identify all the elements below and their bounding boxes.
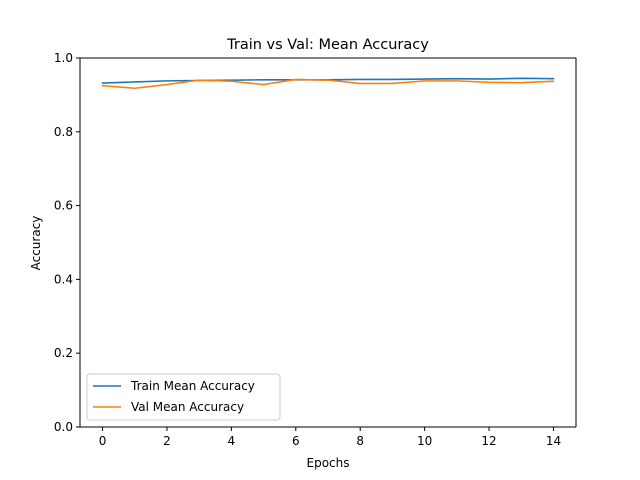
y-tick-label: 1.0 bbox=[54, 51, 73, 65]
x-tick-label: 0 bbox=[99, 434, 107, 448]
y-tick-label: 0.0 bbox=[54, 420, 73, 434]
x-tick-label: 8 bbox=[356, 434, 364, 448]
y-tick-label: 0.8 bbox=[54, 125, 73, 139]
x-tick-label: 10 bbox=[417, 434, 432, 448]
x-axis-ticks: 0 2 4 6 8 10 12 14 bbox=[99, 427, 561, 448]
chart-title: Train vs Val: Mean Accuracy bbox=[226, 37, 429, 53]
x-tick-label: 2 bbox=[163, 434, 171, 448]
legend: Train Mean Accuracy Val Mean Accuracy bbox=[86, 373, 281, 421]
series-line-1 bbox=[101, 78, 555, 90]
x-tick-label: 14 bbox=[546, 434, 561, 448]
x-tick-label: 6 bbox=[292, 434, 300, 448]
axes bbox=[79, 57, 577, 428]
x-tick-label: 12 bbox=[481, 434, 496, 448]
plot-background bbox=[80, 58, 576, 427]
series-layer bbox=[101, 77, 555, 90]
x-tick-label: 4 bbox=[228, 434, 236, 448]
legend-label-1: Val Mean Accuracy bbox=[131, 400, 244, 414]
y-tick-label: 0.4 bbox=[54, 272, 73, 286]
legend-box bbox=[86, 373, 281, 421]
y-tick-label: 0.2 bbox=[54, 346, 73, 360]
y-axis-label: Accuracy bbox=[29, 216, 43, 271]
legend-label-0: Train Mean Accuracy bbox=[130, 379, 255, 393]
y-axis-ticks: 0.0 0.2 0.4 0.6 0.8 1.0 bbox=[54, 51, 80, 434]
y-tick-label: 0.6 bbox=[54, 199, 73, 213]
x-axis-label: Epochs bbox=[307, 456, 350, 470]
plot-area bbox=[80, 58, 576, 427]
